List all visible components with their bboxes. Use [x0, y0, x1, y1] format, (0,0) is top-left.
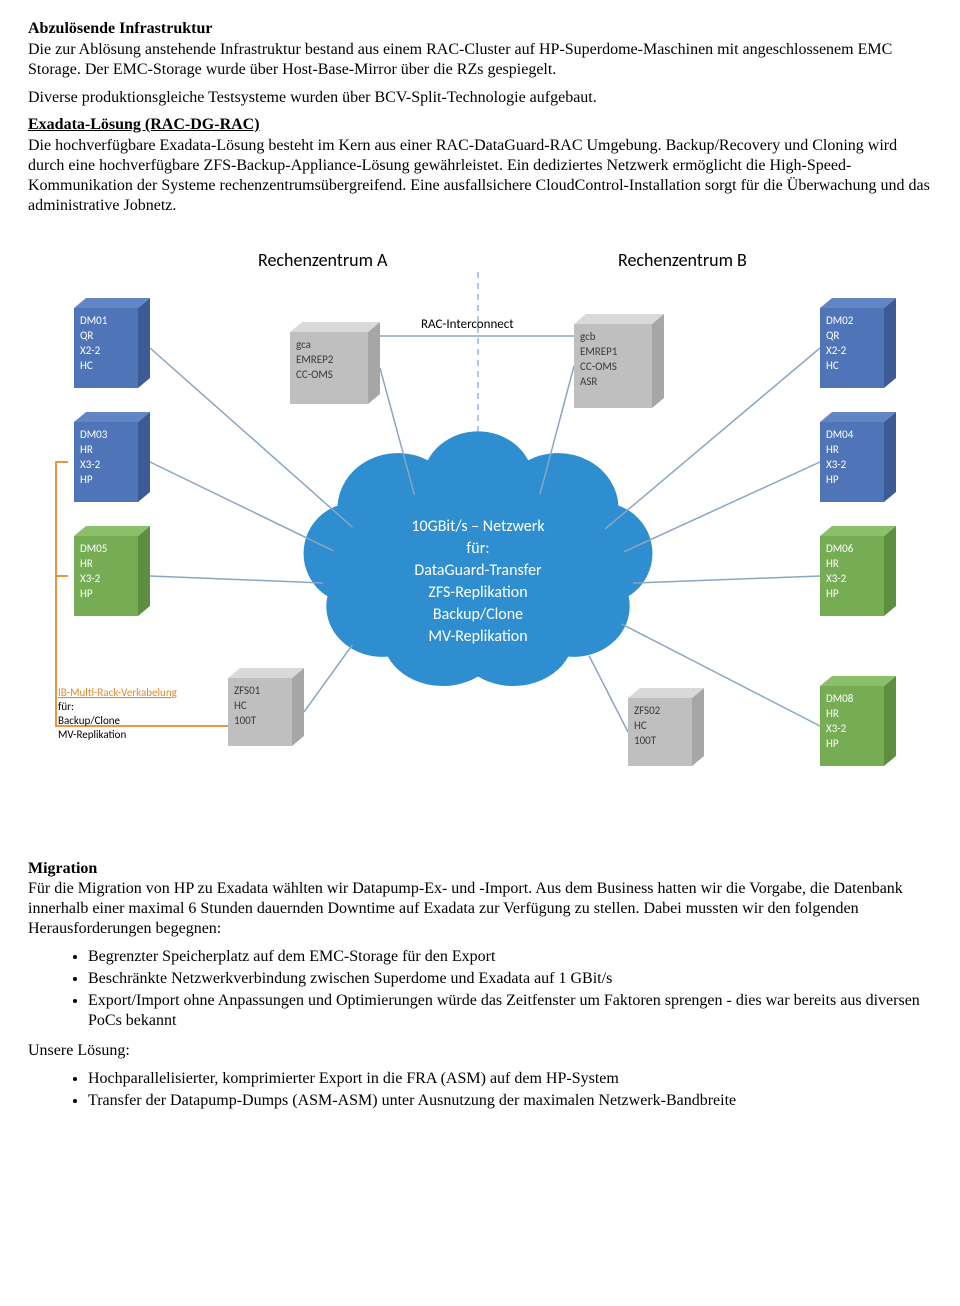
para-s1-2: Diverse produktionsgleiche Testsysteme w…: [28, 88, 932, 108]
svg-text:HC: HC: [634, 719, 647, 732]
svg-text:X3-2: X3-2: [826, 722, 847, 735]
svg-text:QR: QR: [80, 329, 93, 342]
para-s2-1: Die hochverfügbare Exadata-Lösung besteh…: [28, 136, 932, 216]
svg-text:X3-2: X3-2: [80, 572, 101, 585]
para-s3-2: Unsere Lösung:: [28, 1041, 932, 1061]
svg-text:HR: HR: [826, 707, 839, 720]
svg-text:QR: QR: [826, 329, 839, 342]
svg-text:Backup/Clone: Backup/Clone: [58, 714, 121, 727]
svg-text:DataGuard-Transfer: DataGuard-Transfer: [414, 561, 542, 580]
heading-replaced-infra: Abzulösende Infrastruktur: [28, 20, 932, 38]
svg-text:ZFS-Replikation: ZFS-Replikation: [428, 583, 527, 602]
svg-text:DM08: DM08: [826, 692, 854, 705]
svg-text:DM02: DM02: [826, 314, 854, 327]
svg-text:HP: HP: [826, 737, 839, 750]
list-item: Begrenzter Speicherplatz auf dem EMC-Sto…: [88, 947, 932, 967]
svg-text:CC-OMS: CC-OMS: [296, 368, 333, 381]
svg-text:gca: gca: [296, 338, 311, 351]
svg-text:Rechenzentrum B: Rechenzentrum B: [618, 249, 747, 271]
list-item: Transfer der Datapump-Dumps (ASM-ASM) un…: [88, 1091, 932, 1111]
svg-text:Rechenzentrum A: Rechenzentrum A: [258, 249, 388, 271]
svg-text:HR: HR: [826, 557, 839, 570]
svg-text:10GBit/s – Netzwerk: 10GBit/s – Netzwerk: [411, 517, 545, 536]
svg-text:MV-Replikation: MV-Replikation: [428, 627, 527, 646]
svg-text:ZFS02: ZFS02: [634, 704, 661, 717]
svg-text:DM04: DM04: [826, 428, 854, 441]
list-item: Hochparallelisierter, komprimierter Expo…: [88, 1069, 932, 1089]
svg-text:HP: HP: [80, 587, 93, 600]
svg-text:HP: HP: [80, 473, 93, 486]
svg-text:für:: für:: [466, 539, 489, 558]
svg-text:RAC-Interconnect: RAC-Interconnect: [421, 317, 514, 332]
para-s3-1: Migration Für die Migration von HP zu Ex…: [28, 859, 932, 939]
svg-text:X2-2: X2-2: [80, 344, 101, 357]
list-item: Beschränkte Netzwerkverbindung zwischen …: [88, 969, 932, 989]
svg-text:DM05: DM05: [80, 542, 107, 555]
svg-text:DM03: DM03: [80, 428, 108, 441]
svg-text:ASR: ASR: [580, 375, 597, 388]
solution-list: Hochparallelisierter, komprimierter Expo…: [28, 1069, 932, 1111]
svg-text:IB-Multi-Rack-Verkabelung: IB-Multi-Rack-Verkabelung: [58, 686, 177, 699]
svg-text:HR: HR: [826, 443, 839, 456]
svg-text:DM06: DM06: [826, 542, 854, 555]
svg-text:gcb: gcb: [580, 330, 596, 343]
svg-text:100T: 100T: [634, 734, 657, 747]
svg-text:X3-2: X3-2: [826, 458, 847, 471]
svg-text:HC: HC: [826, 359, 839, 372]
svg-text:HP: HP: [826, 473, 839, 486]
svg-text:HC: HC: [234, 699, 247, 712]
svg-text:HP: HP: [826, 587, 839, 600]
challenges-list: Begrenzter Speicherplatz auf dem EMC-Sto…: [28, 947, 932, 1031]
heading-migration: Migration: [28, 860, 97, 877]
svg-text:HC: HC: [80, 359, 93, 372]
svg-text:CC-OMS: CC-OMS: [580, 360, 617, 373]
heading-exadata: Exadata-Lösung (RAC-DG-RAC): [28, 116, 932, 134]
svg-text:für:: für:: [58, 700, 74, 713]
svg-text:X3-2: X3-2: [80, 458, 101, 471]
svg-text:X3-2: X3-2: [826, 572, 847, 585]
svg-text:EMREP1: EMREP1: [580, 345, 618, 358]
svg-text:Backup/Clone: Backup/Clone: [433, 605, 523, 624]
para-s3-1-text: Für die Migration von HP zu Exadata wähl…: [28, 880, 903, 937]
svg-text:HR: HR: [80, 557, 93, 570]
svg-text:EMREP2: EMREP2: [296, 353, 334, 366]
svg-text:100T: 100T: [234, 714, 257, 727]
svg-text:DM01: DM01: [80, 314, 108, 327]
svg-text:X2-2: X2-2: [826, 344, 847, 357]
architecture-diagram: Rechenzentrum A Rechenzentrum B RAC-Interc…: [28, 236, 932, 831]
para-s1-1: Die zur Ablösung anstehende Infrastruktu…: [28, 40, 932, 80]
svg-text:ZFS01: ZFS01: [234, 684, 261, 697]
svg-text:MV-Replikation: MV-Replikation: [58, 728, 126, 741]
svg-text:HR: HR: [80, 443, 93, 456]
list-item: Export/Import ohne Anpassungen und Optim…: [88, 991, 932, 1031]
